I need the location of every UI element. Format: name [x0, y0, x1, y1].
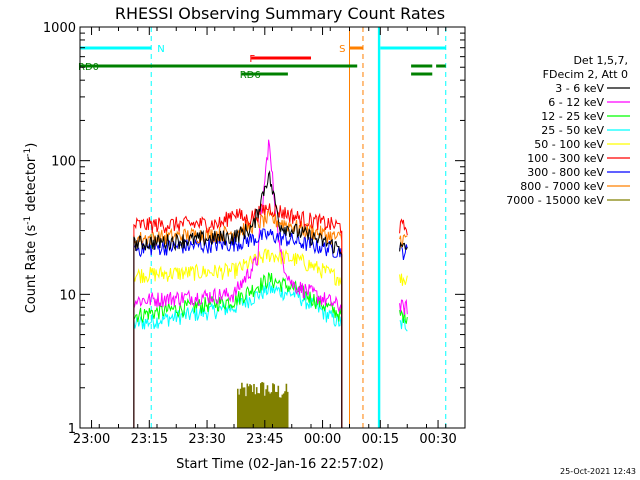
series-path-3-1 — [399, 308, 408, 324]
x-tick-label-1: 23:15 — [131, 432, 168, 447]
x-axis-label: Start Time (02-Jan-16 22:57:02) — [176, 457, 384, 472]
x-tick-label-4: 00:00 — [304, 432, 341, 447]
y-axis-label-end: ) — [24, 143, 39, 148]
series-3 — [133, 272, 408, 428]
legend-label-8: 800 - 7000 keV — [520, 180, 604, 193]
series-9 — [237, 382, 289, 428]
y-axis-label-main: Count Rate (s — [24, 225, 39, 314]
x-tick-label-2: 23:30 — [188, 432, 225, 447]
series-path-5-1 — [399, 273, 408, 286]
chart-title: RHESSI Observing Summary Count Rates — [115, 4, 445, 23]
axes: 23:00 23:15 23:30 23:45 00:00 00:15 00:30 1 10 10… — [43, 21, 466, 447]
plot-frame — [79, 26, 466, 429]
y-axis-label-sup1: -1 — [23, 216, 33, 225]
y-tick-label-2: 100 — [51, 155, 76, 170]
flag-label-n: N — [157, 44, 164, 55]
x-tick-label-5: 00:15 — [362, 432, 399, 447]
flag-label-f: F — [249, 54, 255, 65]
flag-label-rd0: RD0 — [78, 62, 99, 73]
legend-label-3: 12 - 25 keV — [541, 110, 604, 123]
legend-label-2: 6 - 12 keV — [548, 96, 604, 109]
series-path-6-0 — [133, 202, 343, 428]
x-tick-label-3: 23:45 — [246, 432, 283, 447]
series-5 — [133, 248, 408, 428]
y-tick-label-0: 1 — [68, 422, 76, 437]
series-path-9 — [237, 382, 289, 428]
series-path-2-0 — [133, 139, 343, 428]
series-path-1-1 — [399, 241, 408, 252]
y-axis-label: Count Rate (s-1 detector-1) — [23, 143, 39, 314]
legend-header-line-2: FDecim 2, Att 0 — [543, 68, 628, 81]
plot-area: N S F RD0 RD6 — [78, 27, 447, 428]
series-path-8-1 — [399, 233, 408, 248]
flag-label-s: S — [339, 44, 345, 55]
timestamp: 25-Oct-2021 12:43 — [560, 467, 636, 476]
series-path-7-1 — [399, 243, 408, 261]
series-path-3-0 — [133, 272, 343, 428]
x-tick-label-0: 23:00 — [73, 432, 110, 447]
x-tick-label-6: 00:30 — [419, 432, 456, 447]
legend-header-line-1: Det 1,5,7, — [573, 54, 628, 67]
series-path-5-0 — [133, 248, 343, 428]
legend-label-7: 300 - 800 keV — [527, 166, 604, 179]
series-path-1-0 — [133, 170, 343, 428]
legend-label-1: 3 - 6 keV — [555, 82, 604, 95]
series-path-2-1 — [399, 298, 408, 315]
saa-band — [378, 27, 381, 428]
flag-label-rd6: RD6 — [240, 70, 261, 81]
series-1 — [133, 170, 408, 428]
legend-label-9: 7000 - 15000 keV — [506, 194, 604, 207]
legend-label-6: 100 - 300 keV — [527, 152, 604, 165]
legend-label-4: 25 - 50 keV — [541, 124, 604, 137]
legend-label-5: 50 - 100 keV — [534, 138, 604, 151]
series-2 — [133, 139, 408, 428]
series-path-6-1 — [399, 218, 408, 236]
y-axis-label-sup2: -1 — [23, 148, 33, 157]
y-tick-label-3: 1000 — [43, 21, 76, 36]
y-tick-label-1: 10 — [59, 288, 76, 303]
y-axis-label-mid: detector — [24, 156, 39, 216]
series-6 — [133, 202, 408, 428]
